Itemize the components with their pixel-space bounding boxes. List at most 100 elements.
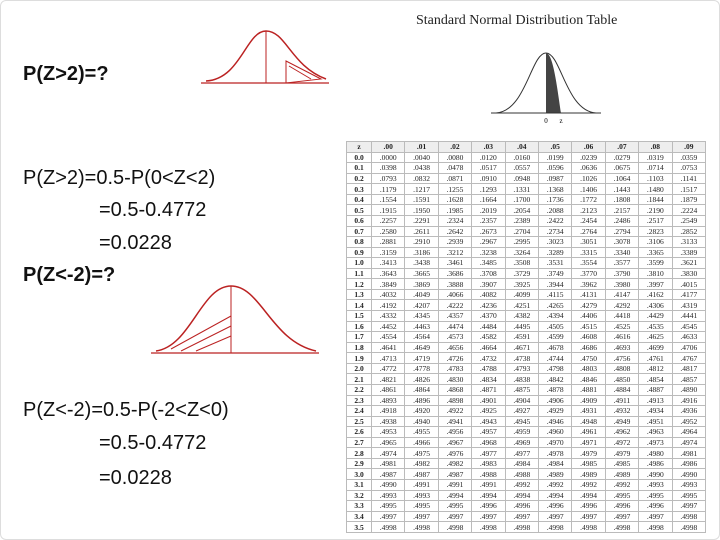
value-cell: .4608: [571, 331, 606, 343]
value-cell: .4032: [370, 288, 406, 301]
value-cell: .0398: [370, 162, 406, 174]
value-cell: .4997: [638, 510, 673, 523]
value-cell: .3888: [437, 278, 473, 290]
value-cell: .4750: [571, 352, 606, 364]
value-cell: .4992: [604, 479, 640, 491]
table-row: 1.8.4641.4649.4656.4664.4671.4678.4686.4…: [346, 341, 707, 354]
value-cell: .4963: [638, 426, 673, 438]
value-cell: .4808: [604, 362, 640, 375]
value-cell: .4934: [638, 405, 673, 417]
value-cell: .2967: [471, 236, 506, 248]
value-cell: .4998: [504, 521, 539, 533]
value-cell: .4995: [604, 489, 640, 502]
value-cell: .4738: [504, 352, 539, 364]
table-row: 1.6.4452.4463.4474.4484.4495.4505.4515.4…: [346, 320, 707, 333]
question-2: P(Z<-2)=?: [23, 264, 116, 286]
value-cell: .3133: [671, 236, 707, 248]
value-cell: .4778: [404, 362, 439, 375]
value-cell: .4082: [471, 288, 506, 301]
value-cell: .4761: [638, 352, 673, 364]
value-cell: .4783: [437, 362, 473, 375]
value-cell: .1179: [370, 183, 406, 195]
value-cell: .4664: [471, 341, 506, 354]
value-cell: .4932: [604, 405, 640, 417]
value-cell: .4977: [471, 447, 506, 459]
value-cell: .4332: [370, 310, 406, 322]
header-cell: .01: [404, 141, 439, 153]
value-cell: .4505: [537, 320, 573, 333]
z-cell: 2.1: [346, 373, 372, 385]
value-cell: .3962: [571, 278, 606, 290]
z-cell: 3.0: [346, 468, 372, 480]
value-cell: .4985: [604, 457, 640, 470]
value-cell: .2486: [604, 214, 640, 227]
table-row: 2.8.4974.4975.4976.4977.4977.4978.4979.4…: [346, 447, 707, 459]
value-cell: .2157: [604, 204, 640, 216]
figure-label: 0: [544, 117, 548, 125]
value-cell: .4545: [671, 320, 707, 333]
value-cell: .4996: [638, 500, 673, 512]
value-cell: .4964: [671, 426, 707, 438]
value-cell: .2939: [437, 236, 473, 248]
value-cell: .0832: [404, 172, 439, 185]
value-cell: .2123: [571, 204, 606, 216]
value-cell: .4995: [404, 500, 439, 512]
header-cell: .00: [370, 141, 406, 153]
z-cell: 2.9: [346, 457, 372, 470]
value-cell: .4678: [537, 341, 573, 354]
value-cell: .4099: [504, 288, 539, 301]
value-cell: .2190: [638, 204, 673, 216]
value-cell: .4972: [604, 436, 640, 449]
table-row: 2.4.4918.4920.4922.4925.4927.4929.4931.4…: [346, 405, 707, 417]
value-cell: .4929: [537, 405, 573, 417]
value-cell: .4925: [471, 405, 506, 417]
value-cell: .4345: [404, 310, 439, 322]
table-row: 0.4.1554.1591.1628.1664.1700.1736.1772.1…: [346, 193, 707, 206]
value-cell: .4641: [370, 341, 406, 354]
table-row: 0.3.1179.1217.1255.1293.1331.1368.1406.1…: [346, 183, 707, 195]
value-cell: .3389: [671, 246, 707, 259]
value-cell: .4793: [504, 362, 539, 375]
z-cell: 0.9: [346, 246, 372, 259]
value-cell: .3849: [370, 278, 406, 290]
value-cell: .4987: [370, 468, 406, 480]
value-cell: .4904: [504, 394, 539, 407]
value-cell: .4909: [571, 394, 606, 407]
value-cell: .3212: [437, 246, 473, 259]
value-cell: .4418: [604, 310, 640, 322]
value-cell: .4922: [437, 405, 473, 417]
table-row: 1.2.3849.3869.3888.3907.3925.3944.3962.3…: [346, 278, 707, 290]
value-cell: .4952: [671, 415, 707, 428]
value-cell: .4884: [604, 383, 640, 396]
value-cell: .4979: [571, 447, 606, 459]
table-row: 3.4.4997.4997.4997.4997.4997.4997.4997.4…: [346, 510, 707, 523]
value-cell: .4997: [571, 510, 606, 523]
value-cell: .4957: [471, 426, 506, 438]
value-cell: .4838: [504, 373, 539, 385]
value-cell: .4960: [537, 426, 573, 438]
z-cell: 2.6: [346, 426, 372, 438]
table-row: 2.1.4821.4826.4830.4834.4838.4842.4846.4…: [346, 373, 707, 385]
value-cell: .4977: [504, 447, 539, 459]
z-cell: 1.4: [346, 299, 372, 311]
value-cell: .3508: [504, 257, 539, 269]
value-cell: .4955: [404, 426, 439, 438]
value-cell: .4251: [504, 299, 539, 311]
value-cell: .4991: [471, 479, 506, 491]
value-cell: .4948: [571, 415, 606, 428]
value-cell: .0753: [671, 162, 707, 174]
value-cell: .4846: [571, 373, 606, 385]
value-cell: .4015: [671, 278, 707, 290]
value-cell: .4992: [504, 479, 539, 491]
value-cell: .0239: [571, 151, 606, 164]
value-cell: .4959: [504, 426, 539, 438]
table-title: Standard Normal Distribution Table: [416, 13, 618, 28]
question-1: P(Z>2)=?: [23, 63, 109, 85]
value-cell: .4854: [638, 373, 673, 385]
value-cell: .4997: [437, 510, 473, 523]
value-cell: .4976: [437, 447, 473, 459]
table-row: 1.3.4032.4049.4066.4082.4099.4115.4131.4…: [346, 288, 707, 301]
value-cell: .4975: [404, 447, 439, 459]
value-cell: .4998: [437, 521, 473, 533]
value-cell: .4719: [404, 352, 439, 364]
